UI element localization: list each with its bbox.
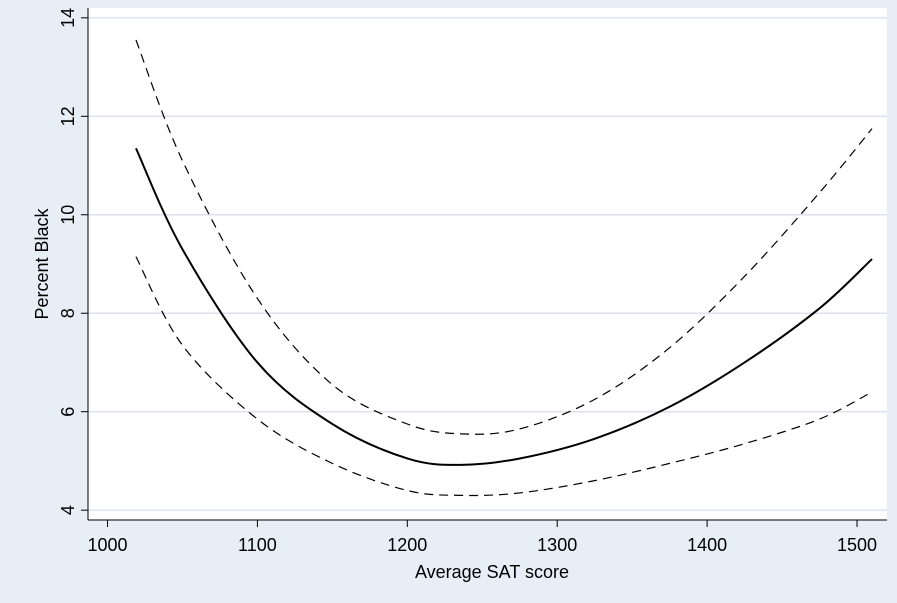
- plot-area: [88, 8, 887, 520]
- y-tick-label: 8: [58, 308, 78, 318]
- x-tick-label: 1500: [837, 535, 877, 555]
- y-tick-label: 4: [58, 505, 78, 515]
- y-tick-label: 14: [58, 8, 78, 28]
- x-tick-label: 1000: [87, 535, 127, 555]
- x-tick-label: 1400: [687, 535, 727, 555]
- x-tick-label: 1300: [537, 535, 577, 555]
- series-upper-bound-line: [135, 39, 873, 435]
- series-fit-line: [135, 147, 873, 466]
- y-axis-title: Percent Black: [32, 207, 52, 319]
- series-lines: [135, 39, 873, 497]
- y-axis-ticks: 4 6 8 10 12 14: [58, 8, 88, 515]
- x-axis-ticks: 1000 1100 1200 1300 1400 1500: [87, 520, 877, 555]
- series-lower-bound-line: [135, 256, 873, 497]
- x-axis-title: Average SAT score: [415, 562, 569, 582]
- x-tick-label: 1200: [387, 535, 427, 555]
- y-tick-label: 10: [58, 205, 78, 225]
- x-tick-label: 1100: [238, 535, 277, 555]
- y-tick-label: 6: [58, 407, 78, 417]
- y-tick-label: 12: [58, 106, 78, 126]
